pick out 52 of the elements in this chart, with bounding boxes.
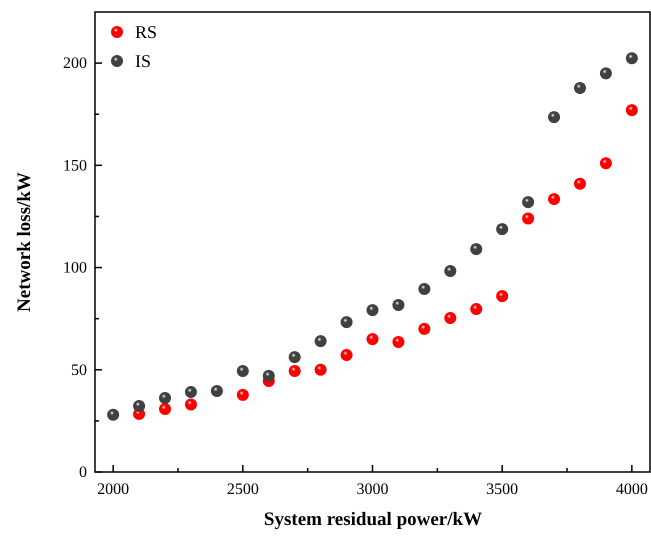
y-tick-label: 0 bbox=[79, 464, 87, 481]
point bbox=[288, 365, 301, 378]
point bbox=[470, 303, 482, 316]
point bbox=[314, 335, 327, 348]
point bbox=[496, 223, 508, 236]
y-axis-title: Network loss/kW bbox=[14, 172, 35, 312]
legend-label: RS bbox=[135, 22, 158, 42]
point bbox=[522, 196, 534, 208]
point bbox=[340, 316, 353, 328]
point bbox=[444, 312, 456, 324]
point bbox=[522, 212, 534, 224]
point bbox=[548, 111, 560, 124]
point bbox=[600, 67, 612, 80]
point bbox=[392, 336, 404, 348]
y-tick-label: 100 bbox=[63, 260, 87, 277]
y-tick-label: 200 bbox=[63, 55, 87, 72]
point bbox=[159, 392, 172, 404]
y-tick-label: 150 bbox=[63, 157, 87, 174]
point bbox=[548, 193, 560, 206]
x-axis-title: System residual power/kW bbox=[264, 509, 482, 530]
point bbox=[574, 82, 586, 94]
y-tick-label: 50 bbox=[71, 362, 87, 379]
point bbox=[314, 364, 327, 376]
point bbox=[340, 349, 353, 362]
point bbox=[236, 388, 249, 401]
point bbox=[107, 408, 120, 421]
point bbox=[288, 351, 301, 364]
point bbox=[444, 265, 456, 278]
point bbox=[626, 52, 638, 64]
x-tick-label: 4000 bbox=[616, 481, 648, 498]
point bbox=[470, 243, 482, 256]
point bbox=[392, 298, 404, 311]
point bbox=[133, 400, 146, 412]
point bbox=[236, 365, 249, 378]
point bbox=[159, 403, 172, 416]
point bbox=[366, 304, 378, 316]
x-tick-label: 2000 bbox=[97, 481, 130, 498]
legend-label: IS bbox=[135, 51, 152, 71]
point bbox=[626, 104, 638, 116]
point bbox=[366, 333, 378, 346]
point bbox=[600, 157, 612, 170]
point bbox=[418, 283, 430, 296]
x-tick-label: 3000 bbox=[356, 481, 388, 498]
point bbox=[210, 385, 223, 398]
x-tick-label: 3500 bbox=[486, 481, 518, 498]
point bbox=[418, 322, 430, 335]
point bbox=[184, 398, 197, 411]
point bbox=[574, 178, 586, 190]
point bbox=[262, 370, 275, 382]
x-tick-label: 2500 bbox=[226, 481, 259, 498]
point bbox=[184, 386, 197, 398]
point bbox=[496, 290, 508, 302]
